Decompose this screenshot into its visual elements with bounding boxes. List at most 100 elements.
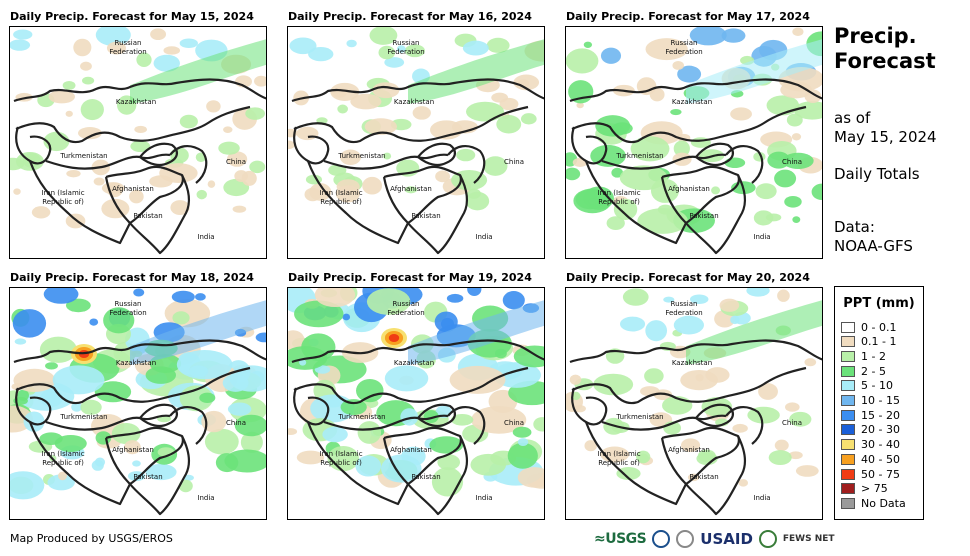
forecast-map-2: Russian Federation Kazakhstan Turkmenistan C… bbox=[287, 26, 545, 259]
country-label-turkmenistan: Turkmenistan bbox=[337, 152, 385, 160]
country-label-afghanistan: Afghanistan bbox=[112, 446, 154, 454]
panel-title-6: Daily Precip. Forecast for May 20, 2024 bbox=[566, 271, 810, 284]
country-label-turkmenistan: Turkmenistan bbox=[615, 152, 663, 160]
panel-title-5: Daily Precip. Forecast for May 19, 2024 bbox=[288, 271, 532, 284]
country-label-india: India bbox=[753, 494, 770, 502]
legend-item: 5 - 10 bbox=[841, 379, 893, 393]
panel-title-3: Daily Precip. Forecast for May 17, 2024 bbox=[566, 10, 810, 23]
country-label-china: China bbox=[504, 158, 524, 166]
country-label-iran: Iran (Islamic Republic of) bbox=[597, 189, 640, 206]
country-label-kazakhstan: Kazakhstan bbox=[394, 98, 434, 106]
legend-item: 1 - 2 bbox=[841, 349, 886, 363]
country-label-afghanistan: Afghanistan bbox=[112, 185, 154, 193]
country-borders bbox=[569, 339, 822, 516]
country-label-iran: Iran (Islamic Republic of) bbox=[319, 450, 362, 467]
legend-swatch bbox=[841, 468, 855, 480]
map-canvas: Russian Federation Kazakhstan Turkmenistan C… bbox=[288, 288, 544, 516]
legend-label: 10 - 15 bbox=[861, 394, 900, 407]
fews-globe-icon bbox=[758, 530, 777, 548]
dhs-seal-icon bbox=[676, 530, 695, 548]
country-label-kazakhstan: Kazakhstan bbox=[116, 98, 156, 106]
legend-label: 30 - 40 bbox=[861, 438, 900, 452]
data-label: Data: bbox=[834, 218, 875, 236]
forecast-map-5: Russian Federation Kazakhstan Turkmenistan C… bbox=[287, 287, 545, 520]
country-label-india: India bbox=[197, 233, 214, 241]
noaa-seal-icon bbox=[652, 530, 671, 548]
legend-label: 1 - 2 bbox=[861, 349, 886, 363]
legend-label: 0 - 0.1 bbox=[861, 320, 897, 334]
legend-item: > 75 bbox=[841, 482, 888, 496]
country-label-china: China bbox=[226, 419, 246, 427]
country-label-kazakhstan: Kazakhstan bbox=[394, 359, 434, 367]
side-title: Precip. Forecast bbox=[834, 24, 936, 73]
legend-item: 0.1 - 1 bbox=[841, 335, 896, 349]
legend-item: 40 - 50 bbox=[841, 452, 900, 466]
country-label-china: China bbox=[782, 158, 802, 166]
as-of-label: as of bbox=[834, 109, 871, 127]
fews-net-logo: FEWS NET bbox=[782, 534, 835, 544]
legend-swatch bbox=[841, 336, 855, 348]
country-label-afghanistan: Afghanistan bbox=[390, 185, 432, 193]
legend-label: 2 - 5 bbox=[861, 364, 886, 378]
legend-swatch bbox=[841, 350, 855, 362]
country-label-iran: Iran (Islamic Republic of) bbox=[41, 189, 84, 206]
map-credit: Map Produced by USGS/EROS bbox=[10, 532, 173, 545]
legend-label: 0.1 - 1 bbox=[861, 335, 897, 349]
legend-swatch bbox=[841, 497, 855, 509]
country-label-pakistan: Pakistan bbox=[689, 473, 718, 481]
legend-item: 50 - 75 bbox=[841, 467, 900, 481]
country-label-afghanistan: Afghanistan bbox=[668, 185, 710, 193]
legend-item: No Data bbox=[841, 496, 906, 510]
country-label-turkmenistan: Turkmenistan bbox=[615, 413, 663, 421]
legend-item: 0 - 0.1 bbox=[841, 320, 896, 334]
legend-item: 30 - 40 bbox=[841, 438, 900, 452]
country-label-afghanistan: Afghanistan bbox=[390, 446, 432, 454]
legend-swatch bbox=[841, 439, 855, 451]
country-label-russia: Russian Federation bbox=[387, 300, 424, 317]
legend-swatch bbox=[841, 409, 855, 421]
country-label-afghanistan: Afghanistan bbox=[668, 446, 710, 454]
country-label-turkmenistan: Turkmenistan bbox=[59, 413, 107, 421]
country-label-turkmenistan: Turkmenistan bbox=[337, 413, 385, 421]
country-label-india: India bbox=[475, 494, 492, 502]
logo-strip: ≈USGS USAID FEWS NET bbox=[594, 527, 835, 551]
legend-item: 20 - 30 bbox=[841, 423, 900, 437]
forecast-map-3: Russian Federation Kazakhstan Turkmenistan C… bbox=[565, 26, 823, 259]
panel-title-4: Daily Precip. Forecast for May 18, 2024 bbox=[10, 271, 254, 284]
country-label-india: India bbox=[753, 233, 770, 241]
map-canvas: Russian Federation Kazakhstan Turkmenistan C… bbox=[10, 288, 266, 516]
country-label-pakistan: Pakistan bbox=[411, 212, 440, 220]
data-source: NOAA-GFS bbox=[834, 237, 913, 255]
forecast-map-4: Russian Federation Kazakhstan Turkmenistan C… bbox=[9, 287, 267, 520]
country-borders bbox=[291, 78, 544, 255]
country-label-pakistan: Pakistan bbox=[689, 212, 718, 220]
country-label-india: India bbox=[197, 494, 214, 502]
legend-label: 5 - 10 bbox=[861, 379, 893, 393]
forecast-map-6: Russian Federation Kazakhstan Turkmenistan C… bbox=[565, 287, 823, 520]
country-label-russia: Russian Federation bbox=[109, 39, 146, 56]
country-label-china: China bbox=[226, 158, 246, 166]
legend-swatch bbox=[841, 365, 855, 377]
legend-label: No Data bbox=[861, 496, 906, 510]
legend-swatch bbox=[841, 395, 855, 406]
country-borders bbox=[13, 78, 266, 255]
precip-field bbox=[566, 288, 822, 487]
country-label-pakistan: Pakistan bbox=[133, 212, 162, 220]
usgs-logo: ≈USGS bbox=[594, 531, 647, 547]
legend-swatch bbox=[841, 424, 855, 436]
panel-title-1: Daily Precip. Forecast for May 15, 2024 bbox=[10, 10, 254, 23]
as-of-date: May 15, 2024 bbox=[834, 128, 937, 146]
country-label-iran: Iran (Islamic Republic of) bbox=[597, 450, 640, 467]
legend-item: 15 - 20 bbox=[841, 408, 900, 422]
country-borders bbox=[13, 339, 266, 516]
legend-item: 10 - 15 bbox=[841, 394, 900, 408]
country-label-india: India bbox=[475, 233, 492, 241]
country-borders bbox=[569, 78, 822, 255]
legend-label: 20 - 30 bbox=[861, 423, 900, 437]
country-label-iran: Iran (Islamic Republic of) bbox=[41, 450, 84, 467]
legend-label: > 75 bbox=[861, 482, 888, 496]
map-canvas: Russian Federation Kazakhstan Turkmenistan C… bbox=[10, 27, 266, 255]
country-label-russia: Russian Federation bbox=[387, 39, 424, 56]
legend-label: 15 - 20 bbox=[861, 408, 900, 422]
